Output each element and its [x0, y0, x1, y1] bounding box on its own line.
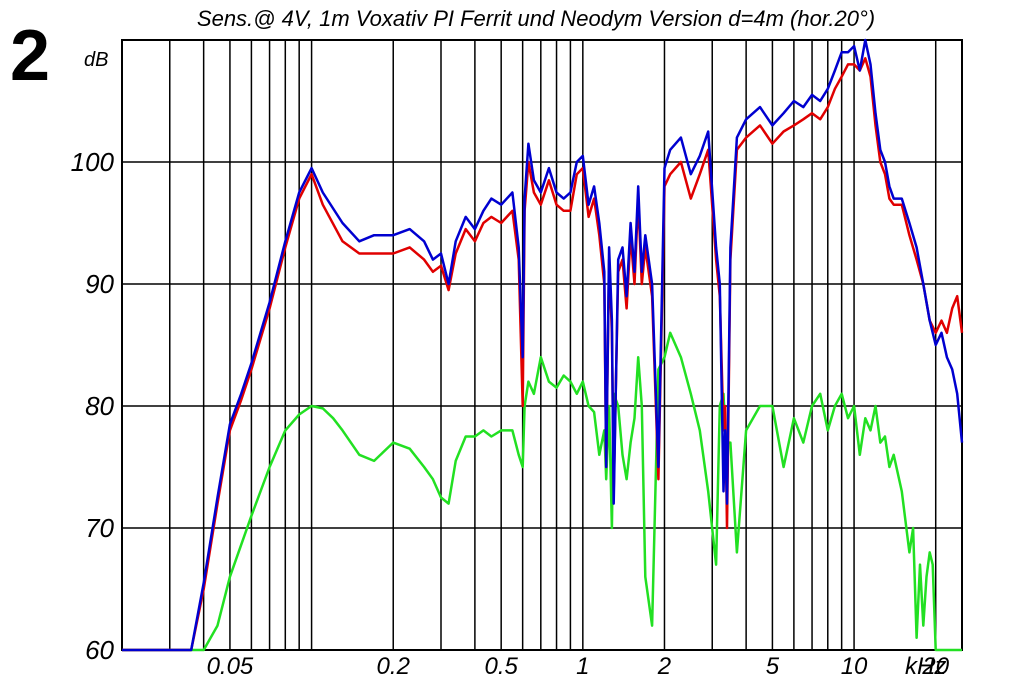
series-line-3 — [122, 331, 962, 652]
tick-labels: 0.05 0.2 0.5 1 2 5 10 20 60 70 80 90 100 — [71, 147, 950, 680]
x-tick-label: 1 — [576, 653, 589, 680]
y-axis-label: dB — [84, 49, 108, 71]
series-line-1 — [122, 57, 964, 652]
chart-title: Sens.@ 4V, 1m Voxativ PI Ferrit und Neod… — [197, 6, 875, 31]
x-tick-label: 10 — [841, 653, 868, 680]
series-line-2 — [122, 38, 964, 652]
x-axis-label: kHz — [905, 653, 946, 680]
x-tick-label: 20 — [921, 653, 949, 680]
y-tick-label: 60 — [85, 635, 114, 665]
y-tick-label: 100 — [71, 147, 115, 177]
x-tick-label: 0.5 — [484, 653, 518, 680]
grid — [122, 40, 962, 650]
x-tick-label: 0.05 — [207, 653, 254, 680]
figure-number: 2 — [10, 16, 51, 96]
series-layer — [122, 38, 964, 652]
x-tick-label: 5 — [766, 653, 780, 680]
x-tick-label: 0.2 — [377, 653, 410, 680]
y-tick-label: 70 — [85, 513, 114, 543]
x-tick-label: 2 — [657, 653, 671, 680]
y-tick-label: 80 — [85, 391, 114, 421]
plot-frame — [121, 39, 963, 651]
y-tick-label: 90 — [85, 269, 114, 299]
